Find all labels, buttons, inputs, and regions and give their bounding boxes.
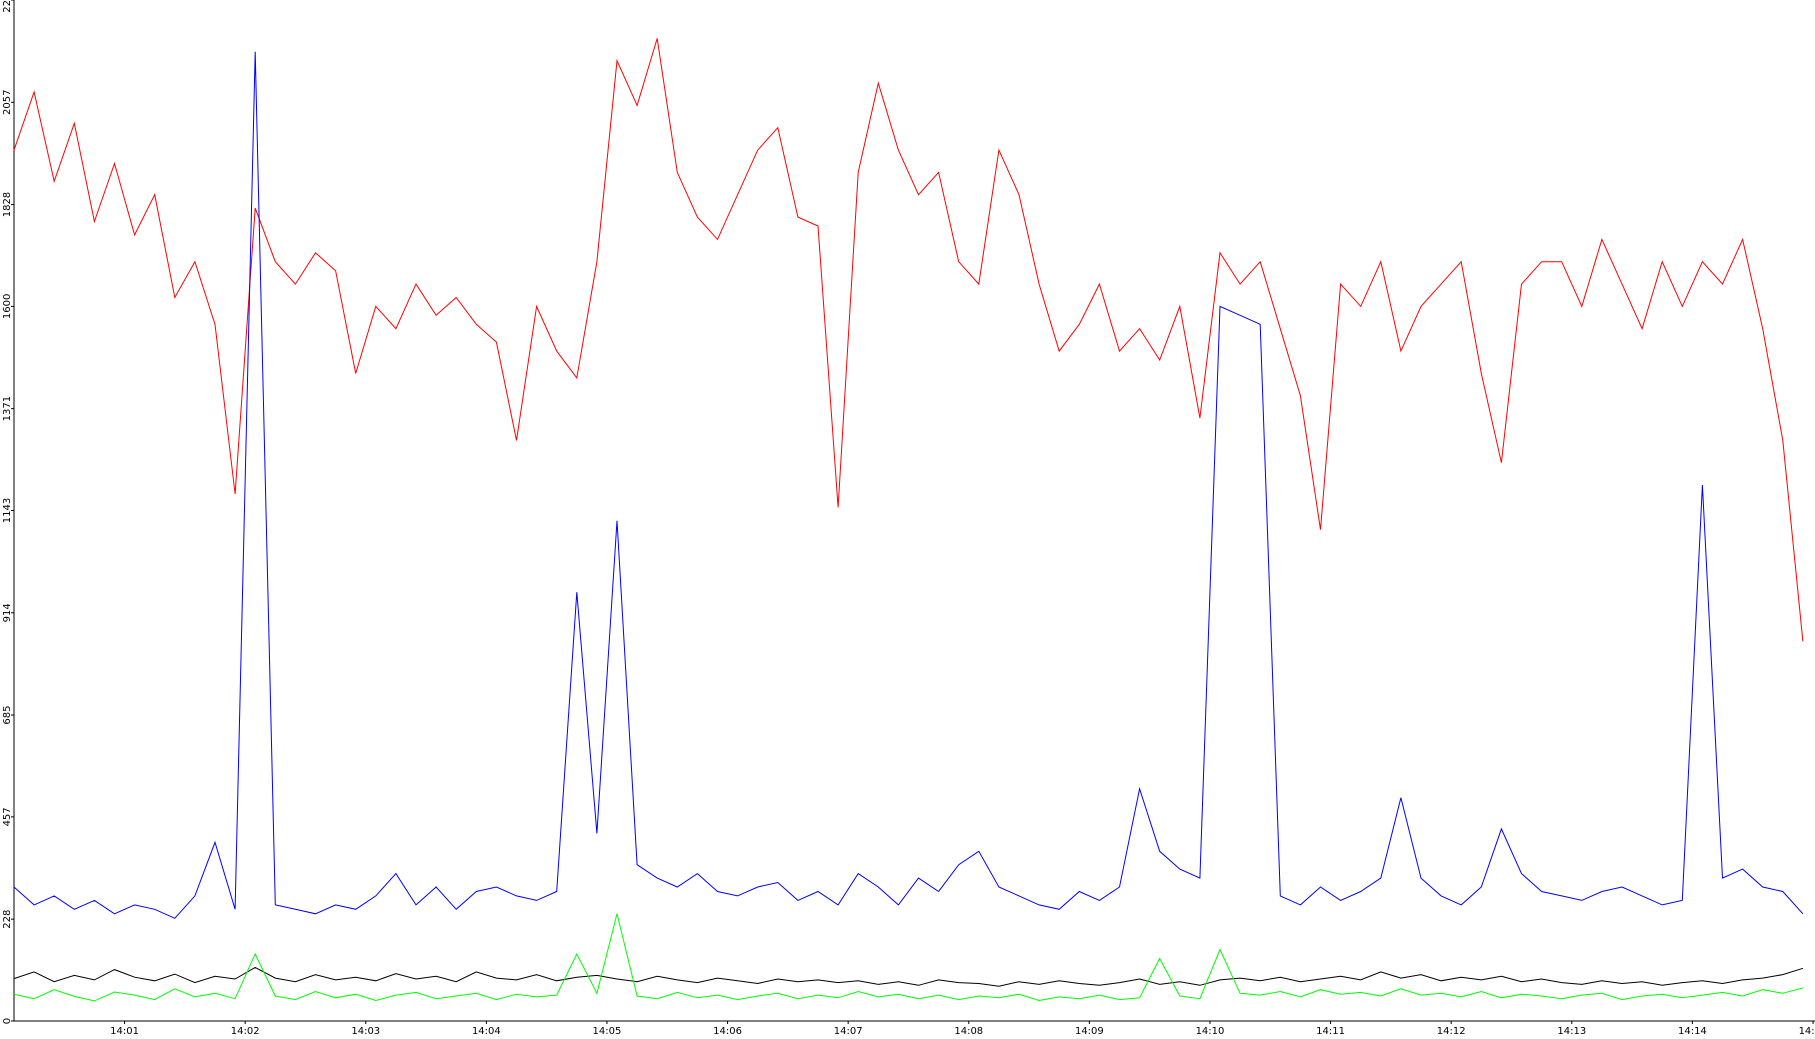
x-tick-label: 14:10 bbox=[1196, 1026, 1225, 1037]
x-tick-label: 14:07 bbox=[834, 1026, 863, 1037]
x-tick-label: 14:09 bbox=[1075, 1026, 1104, 1037]
y-tick-label: 1600 bbox=[2, 294, 13, 319]
series-line bbox=[13, 51, 1804, 919]
x-tick-label: 14:11 bbox=[1316, 1026, 1345, 1037]
series-line bbox=[13, 966, 1804, 987]
y-tick-label: 1371 bbox=[2, 396, 13, 421]
y-tick-label: 1143 bbox=[2, 498, 13, 523]
y-tick-label: 0 bbox=[2, 1018, 13, 1024]
x-tick-label: 14:13 bbox=[1557, 1026, 1586, 1037]
y-tick-label: 1828 bbox=[2, 192, 13, 217]
x-tick-label: 14:03 bbox=[351, 1026, 380, 1037]
series-line bbox=[13, 913, 1804, 1002]
x-tick-label: 14:06 bbox=[713, 1026, 742, 1037]
series-line bbox=[13, 38, 1804, 642]
x-tick-label: 14:12 bbox=[1437, 1026, 1466, 1037]
y-tick-label: 457 bbox=[2, 807, 13, 826]
x-tick-label: 14:02 bbox=[231, 1026, 260, 1037]
x-tick-label: 14:01 bbox=[110, 1026, 139, 1037]
x-tick-label: 14:08 bbox=[954, 1026, 983, 1037]
x-tick-label: 14:05 bbox=[593, 1026, 622, 1037]
x-tick-label: 14:15 bbox=[1799, 1026, 1815, 1037]
y-tick-label: 2057 bbox=[2, 90, 13, 115]
x-tick-label: 14:04 bbox=[472, 1026, 501, 1037]
y-tick-label: 914 bbox=[2, 603, 13, 622]
x-tick-label: 14:14 bbox=[1678, 1026, 1707, 1037]
y-tick-label: 228 bbox=[2, 910, 13, 929]
y-tick-label: 2286 bbox=[2, 0, 13, 13]
y-tick-label: 685 bbox=[2, 706, 13, 725]
